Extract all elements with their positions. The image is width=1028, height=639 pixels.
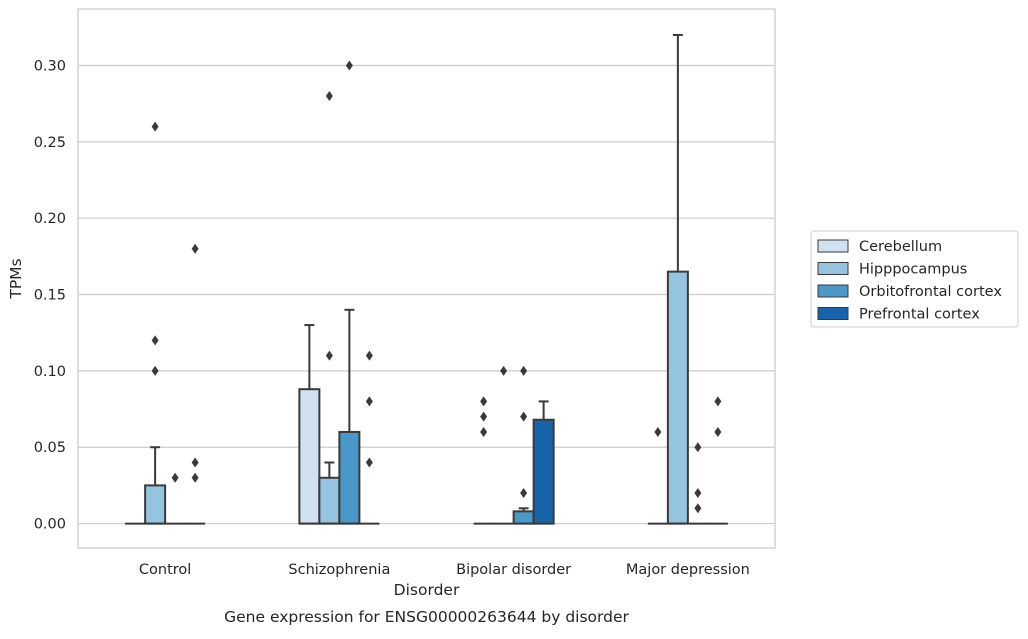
box-body [144,484,167,525]
outlier-point [191,457,199,468]
box-body [532,418,555,525]
y-tick-label: 0.15 [34,288,66,304]
outlier-point [480,396,488,407]
outlier-point [694,488,702,499]
plot-frame [77,8,776,549]
y-tick-label: 0.25 [34,135,66,151]
outlier-point [694,442,702,453]
chart-caption: Gene expression for ENSG00000263644 by d… [224,608,629,626]
x-tick-label: Schizophrenia [288,562,390,578]
outlier-point [480,426,488,437]
legend-label: Cerebellum [859,239,942,255]
legend-label: Hipppocampus [859,262,967,278]
y-tick-label: 0.05 [34,440,66,456]
outlier-point [151,335,159,346]
box-hipppocampus [318,91,341,525]
legend-frame [810,230,1019,328]
box-cerebellum [298,324,321,525]
x-tick-labels: Control Schizophrenia Bipolar disorder Majo… [139,562,750,578]
outlier-point [714,426,722,437]
x-tick-label: Control [139,562,191,578]
legend-item: Orbitofrontal cortex [817,284,1002,300]
legend-item: Hipppocampus [817,262,967,278]
outlier-point [325,91,333,102]
box-body [318,476,341,525]
legend-label: Prefrontal cortex [859,307,980,323]
box-body [512,510,535,525]
outlier-point [714,396,722,407]
outlier-point [151,121,159,132]
outlier-point [325,350,333,361]
legend-label: Orbitofrontal cortex [859,284,1002,300]
legend-item: Prefrontal cortex [817,307,980,323]
outlier-point [520,365,528,376]
outlier-point [345,60,353,71]
y-tick-label: 0.20 [34,211,66,227]
x-axis-label: Disorder [394,581,460,599]
outlier-point [500,365,508,376]
box-body [338,430,361,525]
y-tick-label: 0.30 [34,58,66,74]
box-cerebellum [647,426,668,525]
y-tick-label: 0.00 [34,517,66,533]
box-orbitofrontal-cortex [338,60,361,525]
legend: Cerebellum Hipppocampus Orbitofrontal cort… [810,230,1019,328]
box-prefrontal-cortex [185,243,206,525]
legend-swatch [817,307,849,320]
box-hipppocampus [493,365,514,525]
outlier-point [191,243,199,254]
outlier-point [480,411,488,422]
x-tick-label: Bipolar disorder [456,562,571,578]
outlier-point [191,472,199,483]
outlier-point [520,488,528,499]
box-prefrontal-cortex [532,400,555,525]
box-prefrontal-cortex [359,350,380,525]
box-orbitofrontal-cortex [687,442,708,525]
y-tick-label: 0.10 [34,364,66,380]
x-tick-label: Major depression [626,562,750,578]
box-marks [125,33,728,525]
box-orbitofrontal-cortex [165,472,186,525]
outlier-point [365,457,373,468]
legend-swatch [817,262,849,275]
box-orbitofrontal-cortex [512,365,535,525]
outlier-point [520,411,528,422]
box-hipppocampus [666,33,689,525]
outlier-point [694,503,702,514]
outlier-point [151,365,159,376]
legend-swatch [817,284,849,298]
box-body [666,270,689,525]
legend-item: Cerebellum [817,239,942,255]
y-axis-label: TPMs [7,258,25,299]
outlier-point [654,426,662,437]
grid-lines [78,64,775,525]
box-hipppocampus [144,121,167,525]
box-body [298,388,321,525]
y-tick-labels: 0.00 0.05 0.10 0.15 0.20 0.25 0.30 [34,58,66,532]
box-prefrontal-cortex [707,396,728,525]
outlier-point [365,396,373,407]
outlier-point [171,472,179,483]
outlier-point [365,350,373,361]
legend-swatch [817,239,849,253]
box-cerebellum [473,396,494,525]
